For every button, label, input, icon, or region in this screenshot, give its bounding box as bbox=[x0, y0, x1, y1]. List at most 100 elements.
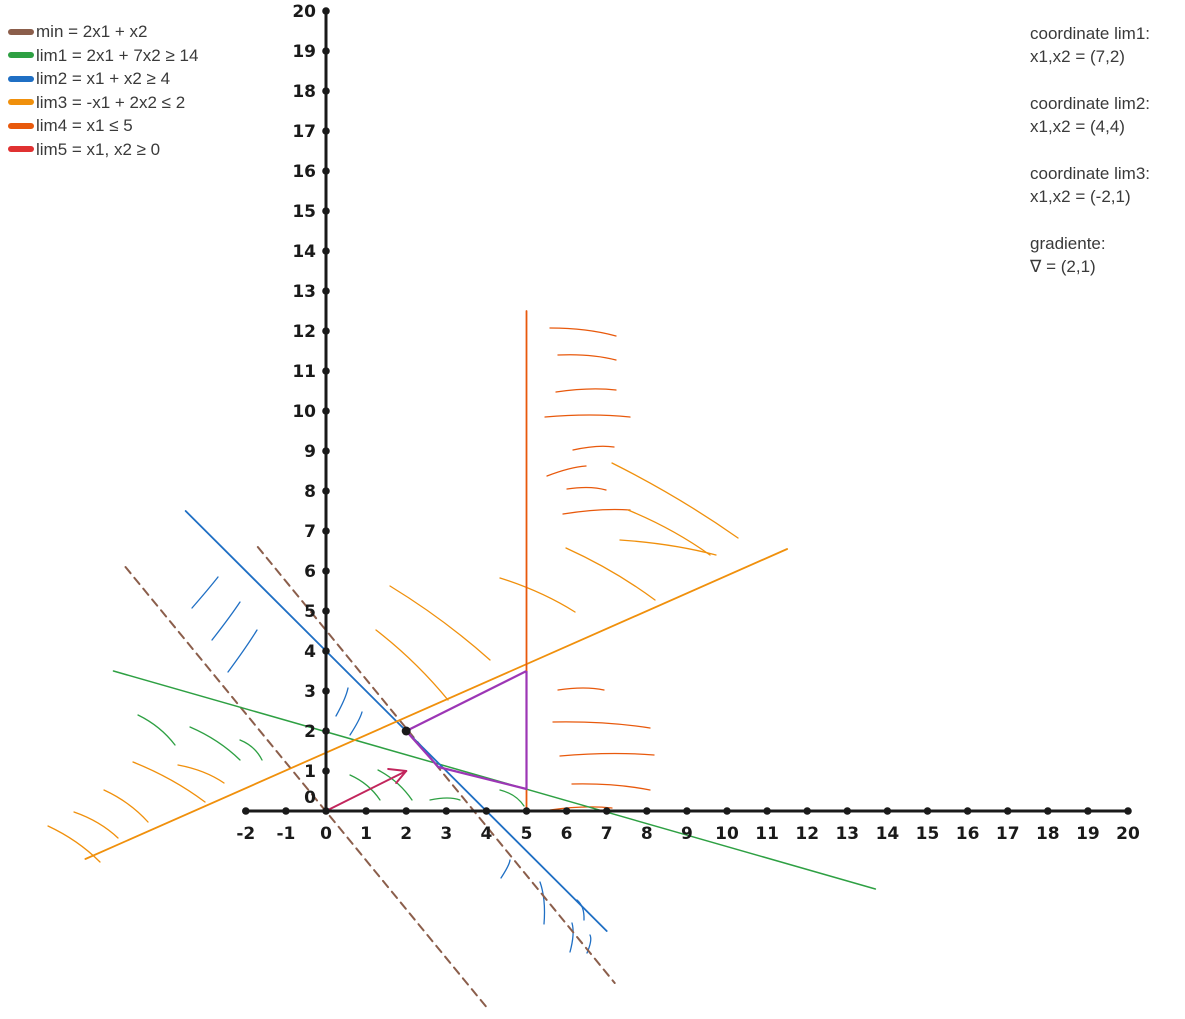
lim4-hatch bbox=[566, 486, 607, 491]
y-tick-label: 19 bbox=[292, 42, 316, 62]
lim2-hatch bbox=[539, 881, 546, 925]
lim3-hatch bbox=[611, 462, 739, 539]
x-tick bbox=[843, 807, 852, 815]
y-tick-label: 10 bbox=[292, 402, 316, 422]
y-tick bbox=[322, 127, 330, 135]
note-value: x1,x2 = (-2,1) bbox=[1030, 187, 1131, 206]
x-tick-label: 1 bbox=[360, 824, 372, 844]
legend-label: lim2 = x1 + x2 ≥ 4 bbox=[36, 69, 171, 88]
lim3-hatch bbox=[499, 577, 576, 613]
y-tick-label: 3 bbox=[304, 682, 316, 702]
lim1-hatch bbox=[137, 714, 176, 746]
gradient-arrowhead-1 bbox=[387, 768, 408, 772]
lim2-hatch bbox=[211, 601, 241, 641]
note-value: x1,x2 = (7,2) bbox=[1030, 47, 1125, 66]
vertex-point bbox=[401, 726, 411, 736]
y-tick bbox=[322, 207, 330, 215]
lim1-hatch bbox=[189, 726, 241, 761]
y-tick bbox=[322, 287, 330, 295]
y-tick bbox=[322, 527, 330, 535]
y-tick-label: 1 bbox=[304, 762, 316, 782]
lim2-hatch bbox=[227, 629, 258, 673]
x-tick bbox=[442, 807, 451, 815]
legend-label: min = 2x1 + x2 bbox=[36, 22, 148, 41]
legend-swatch bbox=[8, 146, 34, 153]
x-tick bbox=[763, 807, 771, 815]
legend-item-objective: min = 2x1 + x2 bbox=[8, 20, 198, 44]
lim2-hatch bbox=[500, 859, 511, 879]
x-tick bbox=[1003, 807, 1012, 815]
x-tick-label: 5 bbox=[521, 824, 533, 844]
legend-swatch bbox=[8, 75, 34, 82]
lim3-hatch bbox=[627, 509, 711, 556]
legend-label: lim1 = 2x1 + 7x2 ≥ 14 bbox=[36, 45, 199, 65]
y-tick-label: 14 bbox=[292, 242, 316, 262]
x-tick bbox=[402, 807, 411, 815]
lim3-hatch bbox=[177, 764, 225, 784]
lim1-hatch bbox=[377, 769, 413, 801]
lim4-hatch bbox=[552, 721, 651, 729]
x-tick-label: 13 bbox=[835, 824, 859, 844]
lim3-hatch bbox=[73, 811, 119, 839]
x-tick bbox=[282, 807, 290, 815]
x-tick bbox=[1124, 807, 1132, 815]
lim3-line bbox=[84, 548, 789, 860]
constraint-lines bbox=[84, 310, 877, 1008]
x-tick bbox=[643, 807, 651, 815]
x-tick-label: 16 bbox=[956, 824, 980, 844]
legend-swatch bbox=[8, 99, 34, 106]
y-tick-label: 17 bbox=[292, 122, 316, 142]
x-tick bbox=[362, 807, 370, 815]
lim4-hatch bbox=[562, 508, 631, 515]
x-tick-label: 15 bbox=[916, 824, 940, 844]
x-tick bbox=[963, 807, 972, 815]
x-tick bbox=[322, 807, 330, 815]
x-tick-label: 4 bbox=[480, 824, 492, 844]
legend-label: lim3 = -x1 + 2x2 ≤ 2 bbox=[36, 92, 186, 112]
legend-swatch bbox=[8, 28, 34, 35]
x-tick-label: 14 bbox=[876, 824, 900, 844]
legend-item-lim1: lim1 = 2x1 + 7x2 ≥ 14 bbox=[8, 44, 198, 68]
note-title: coordinate lim3: bbox=[1030, 164, 1151, 183]
y-tick-label: 9 bbox=[304, 442, 316, 462]
legend: min = 2x1 + x2 lim1 = 2x1 + 7x2 ≥ 14 lim… bbox=[8, 20, 198, 161]
lim4-hatch bbox=[544, 414, 631, 418]
x-tick bbox=[482, 807, 491, 815]
legend-label: lim4 = x1 ≤ 5 bbox=[36, 116, 133, 135]
feasible-region bbox=[405, 670, 528, 791]
x-tick bbox=[562, 807, 571, 815]
y-tick-label: 6 bbox=[304, 562, 316, 582]
gradient-arrowhead-2 bbox=[395, 770, 408, 784]
lim3-hatch bbox=[565, 547, 656, 601]
x-tick-label: 12 bbox=[795, 824, 819, 844]
note-title: coordinate lim1: bbox=[1030, 24, 1151, 43]
lim4-hatch bbox=[571, 783, 651, 791]
lim1-hatch bbox=[429, 797, 461, 801]
legend-item-lim5: lim5 = x1, x2 ≥ 0 bbox=[8, 138, 198, 162]
x-tick-label: 10 bbox=[715, 824, 739, 844]
note-lim2: coordinate lim2: x1,x2 = (4,4) bbox=[1030, 92, 1150, 138]
x-tick-label: -1 bbox=[276, 824, 295, 844]
x-tick bbox=[1084, 807, 1092, 815]
lim4-hatch bbox=[559, 752, 655, 757]
lim2-hatch bbox=[191, 576, 219, 609]
note-title: gradiente: bbox=[1030, 234, 1106, 253]
x-tick bbox=[602, 807, 611, 815]
y-tick bbox=[322, 447, 330, 455]
y-tick bbox=[322, 247, 330, 255]
y-tick bbox=[322, 367, 330, 375]
y-tick bbox=[322, 567, 330, 575]
x-tick-label: 6 bbox=[561, 824, 573, 844]
x-tick-label: -2 bbox=[236, 824, 255, 844]
lim3-hatch bbox=[389, 585, 491, 661]
y-tick-label: 16 bbox=[292, 162, 316, 182]
x-tick-label: 19 bbox=[1076, 824, 1100, 844]
lim3-hatch bbox=[103, 789, 149, 823]
x-tick-label: 11 bbox=[755, 824, 779, 844]
lim3-hatch bbox=[375, 629, 449, 701]
lim3-hatch bbox=[619, 539, 717, 556]
objective-line-1 bbox=[124, 566, 488, 1008]
note-lim1: coordinate lim1: x1,x2 = (7,2) bbox=[1030, 22, 1150, 68]
y-tick-label: 7 bbox=[304, 522, 316, 542]
